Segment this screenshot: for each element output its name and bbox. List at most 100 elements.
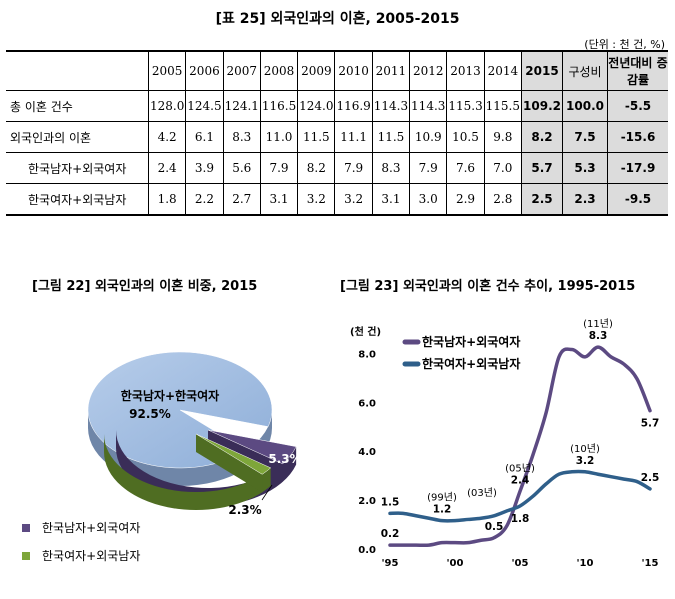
table-cell: 7.9 [409,152,448,184]
y-tick-label: 0.0 [358,545,376,556]
table-cell: 115.3 [446,90,485,122]
data-label: (99년) [427,492,457,504]
table-row: 총 이혼 건수 128.0 124.5 124.1 116.5 124.0 116.9 114… [6,90,668,122]
y-axis-label: (천 건) [350,325,381,338]
table-cell: 8.3 [222,121,261,153]
pie-center-label: 한국남자+한국여자 [121,388,219,403]
table-cell: 4.2 [147,121,187,153]
data-label: 1.8 [511,513,530,525]
header-year: 2008 [259,50,299,91]
table-cell-v2015: 109.2 [521,90,563,122]
pie-value-label-2: 5.3% [268,452,301,466]
table-cell: 6.1 [185,121,224,153]
table-cell: 116.5 [259,90,299,122]
table-cell-change: -9.5 [607,183,668,216]
x-tick-label: '10 [577,558,594,569]
table-cell: 7.9 [334,152,373,184]
table-cell: 124.0 [297,90,336,122]
table-cell: 8.2 [297,152,336,184]
pie-value-label-3: 2.3% [228,503,261,517]
table-cell: 9.8 [483,121,523,153]
data-label: (03년) [467,487,497,499]
table-cell-v2015: 8.2 [521,121,563,153]
line-chart-title: [그림 23] 외국인과의 이혼 건수 추이, 1995-2015 [340,279,636,294]
data-label: 1.2 [433,504,452,516]
row-label: 외국인과의 이혼 [6,121,149,153]
legend-swatch [22,552,30,560]
table-cell: 11.1 [334,121,373,153]
table-cell-change: -5.5 [607,90,668,122]
table-cell: 11.5 [297,121,336,153]
table-cell: 10.9 [409,121,448,153]
header-2015: 2015 [521,50,563,91]
header-year: 2006 [185,50,224,91]
table-cell: 3.2 [297,183,336,216]
legend-label: 한국남자+외국여자 [42,521,140,535]
data-label: 3.2 [576,455,595,467]
data-label: 8.3 [589,330,608,342]
table-cell: 2.4 [147,152,187,184]
x-tick-label: '00 [447,558,464,569]
table-cell-change: -15.6 [607,121,668,153]
table-row: 한국남자+외국여자 2.4 3.9 5.6 7.9 8.2 7.9 8.3 7.9 7.6 7.0 5… [6,152,668,184]
pie-slice-2 [207,429,297,465]
data-label: (11년) [583,318,613,330]
table-cell: 2.2 [185,183,224,216]
header-blank [6,50,149,91]
pie-slice-3 [195,433,272,475]
x-tick-label: '95 [382,558,399,569]
y-tick-label: 8.0 [358,349,376,360]
legend-swatch [22,524,30,532]
data-label: 2.4 [511,474,530,486]
table-cell: 8.3 [371,152,411,184]
table-cell: 2.8 [483,183,523,216]
series-line-1 [388,345,652,548]
table-cell: 3.1 [259,183,299,216]
row-label: 한국여자+외국남자 [6,183,149,216]
table-cell: 114.3 [371,90,411,122]
table-cell-share: 7.5 [562,121,608,153]
table-cell-v2015: 2.5 [521,183,563,216]
table-cell: 2.7 [222,183,261,216]
table-cell: 124.5 [185,90,224,122]
table-cell-v2015: 5.7 [521,152,563,184]
table-title: [표 25] 외국인과의 이혼, 2005-2015 [215,11,460,27]
table-cell: 114.3 [409,90,448,122]
table-body: 총 이혼 건수 128.0 124.5 124.1 116.5 124.0 116.9 114… [6,90,668,216]
y-tick-label: 2.0 [358,496,376,507]
legend-label: 한국여자+외국남자 [42,549,140,563]
table-cell: 10.5 [446,121,485,153]
table-cell: 124.1 [222,90,261,122]
header-year: 2010 [334,50,373,91]
table-cell: 3.1 [371,183,411,216]
header-year: 2011 [371,50,411,91]
table-cell: 116.9 [334,90,373,122]
series-line-2 [388,469,652,523]
y-tick-label: 6.0 [358,398,376,409]
pie-value-label-1: 92.5% [129,407,171,421]
table-cell: 128.0 [147,90,187,122]
row-label: 한국남자+외국여자 [6,152,149,184]
table-cell: 11.5 [371,121,411,153]
header-year: 2009 [297,50,336,91]
pie-slice-edge [104,434,271,510]
table-row: 외국인과의 이혼 4.2 6.1 8.3 11.0 11.5 11.1 11.5 10.9 10.… [6,121,668,153]
table-cell: 7.0 [483,152,523,184]
table-cell-share: 2.3 [562,183,608,216]
data-label: 2.5 [641,472,660,484]
x-tick-label: '05 [512,558,529,569]
legend-label: 한국남자+외국여자 [422,334,520,349]
table-header-row: 2005 2006 2007 2008 2009 2010 2011 2012 … [6,50,668,91]
line-chart: (천 건) 0.0 2.0 4.0 6.0 8.0 '95 '00 '05 '10 '15 한국남자+… [350,318,660,569]
header-year: 2012 [409,50,448,91]
y-tick-label: 4.0 [358,447,376,458]
data-label: (05년) [505,462,535,474]
header-year: 2013 [446,50,485,91]
divorce-table: 2005 2006 2007 2008 2009 2010 2011 2012 … [6,50,668,216]
table-cell-change: -17.9 [607,152,668,184]
pie-leader-line [261,484,273,501]
legend-label: 한국여자+외국남자 [422,356,520,371]
data-label: (10년) [570,443,600,455]
table-cell: 3.9 [185,152,224,184]
table-cell: 3.2 [334,183,373,216]
